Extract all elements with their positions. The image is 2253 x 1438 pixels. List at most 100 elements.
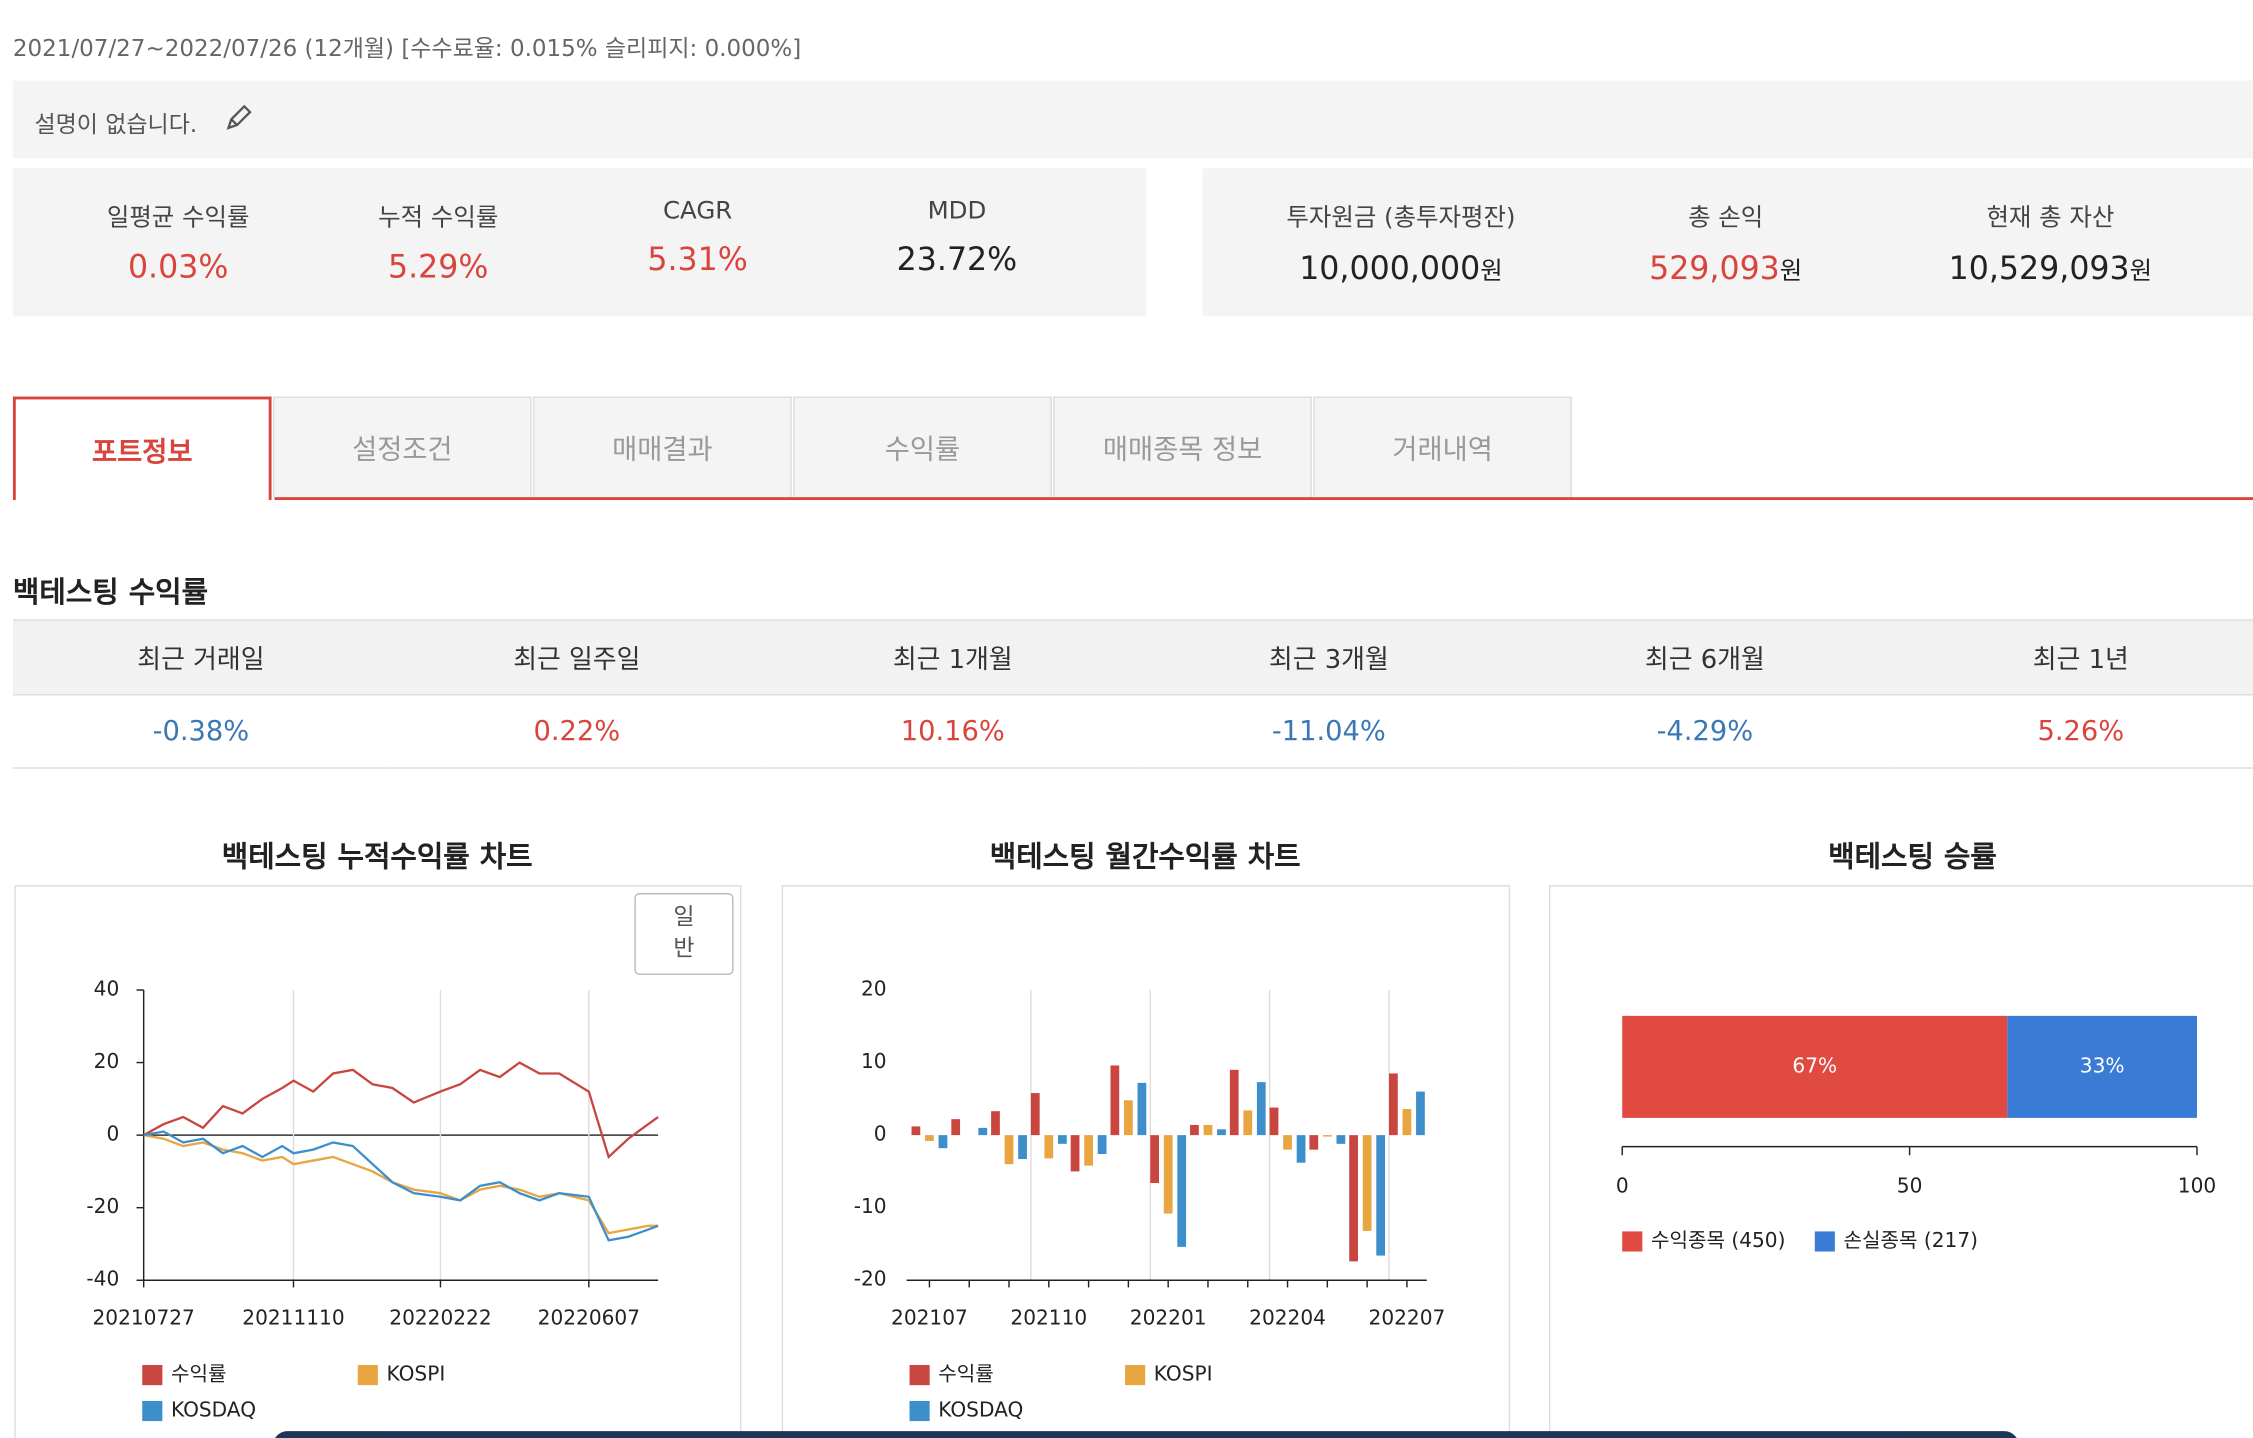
value-label: 33%: [2080, 1053, 2125, 1077]
legend-swatch: [1622, 1231, 1643, 1252]
metric-label: MDD: [927, 196, 987, 226]
tab[interactable]: 포트정보: [12, 396, 272, 501]
metric-value: 5.31%: [647, 242, 748, 279]
chart-title: 백테스팅 승률: [1828, 839, 1997, 874]
chart-title: 백테스팅 누적수익률 차트: [221, 839, 533, 874]
bar: [1229, 1069, 1239, 1136]
bar: [1018, 1135, 1027, 1160]
x-tick-label: 20220222: [389, 1306, 491, 1330]
legend-label: 손실종목 (217): [1844, 1228, 1978, 1252]
y-tick-label: -40: [86, 1267, 119, 1291]
legend-swatch: [909, 1365, 930, 1386]
y-tick-label: 20: [94, 1049, 120, 1073]
toggle-holder: 일반: [673, 902, 695, 962]
legend-label: KOSDAQ: [171, 1398, 256, 1422]
metric-value: 23.72%: [896, 242, 1018, 279]
description-bar: 설명이 없습니다.: [12, 80, 2253, 159]
bar: [1269, 1107, 1279, 1136]
asset-label: 총 손익: [1688, 204, 1764, 233]
asset-label: 투자원금 (총투자평잔): [1286, 204, 1516, 233]
column-header: 최근 거래일: [12, 619, 389, 696]
bar: [1217, 1129, 1226, 1136]
tab[interactable]: 거래내역: [1313, 396, 1572, 498]
series-line: [143, 1130, 659, 1242]
metric-value: 0.03%: [127, 250, 229, 286]
asset-value: 10,000,000: [1299, 251, 1481, 288]
bar: [1322, 1135, 1332, 1137]
bar: [1283, 1135, 1292, 1150]
bar-segment: [2007, 1015, 2197, 1118]
chart-panel: 67% 33% 0 50 100 수익종목 (450) 손실종목 (217): [1548, 885, 2253, 1438]
bar: [1243, 1110, 1253, 1136]
asset-unit: 원: [1480, 257, 1503, 286]
bar: [938, 1135, 948, 1149]
bar: [1070, 1135, 1080, 1172]
x-tick-label: 100: [2178, 1173, 2216, 1197]
asset-label: 현재 총 자산: [1986, 204, 2115, 233]
legend-swatch: [357, 1365, 378, 1386]
bar: [1177, 1135, 1187, 1247]
bar: [925, 1135, 934, 1141]
y-tick-label: 20: [861, 977, 887, 1001]
chart-panel: -40 -20 0 20 40 20210727 20211110 20220222 20220…: [14, 885, 742, 1438]
bar: [991, 1111, 1000, 1136]
description: 설명이 없습니다.: [34, 110, 198, 138]
series-line: [143, 1061, 659, 1160]
metric-label: 일평균 수익률: [106, 204, 250, 233]
toggle-button[interactable]: [634, 893, 734, 975]
metric-label: 누적 수익률: [378, 204, 499, 233]
return-value: 0.22%: [388, 694, 765, 769]
value-row: -0.38% 0.22% 10.16% -11.04% -4.29% 5.26%: [12, 694, 2253, 769]
return-value: -0.38%: [12, 694, 389, 769]
tab[interactable]: 수익률: [793, 396, 1052, 498]
bar: [1336, 1135, 1346, 1144]
edit-icon[interactable]: [223, 102, 255, 134]
bar: [1163, 1135, 1173, 1214]
bar: [951, 1119, 961, 1136]
x-tick-label: 20210727: [93, 1306, 195, 1330]
bar-segment: [1622, 1015, 2008, 1118]
x-tick-label: 202204: [1249, 1306, 1326, 1330]
legend-swatch: [909, 1400, 930, 1422]
tab-underline: [274, 497, 2253, 501]
toggle-label[interactable]: 일반: [673, 902, 695, 962]
tab[interactable]: 매매결과: [533, 396, 792, 498]
return-value: 10.16%: [764, 694, 1141, 769]
y-tick-label: 10: [861, 1049, 887, 1073]
legend-label: KOSPI: [1154, 1362, 1213, 1386]
value-label: 67%: [1792, 1053, 1837, 1077]
column-header: 최근 일주일: [388, 619, 765, 696]
y-tick-label: 40: [94, 977, 120, 1001]
asset-unit: 원: [2129, 257, 2153, 286]
bar: [978, 1127, 988, 1136]
returns-table: 최근 거래일 최근 일주일 최근 1개월 최근 3개월 최근 6개월 최근 1년 -0.38…: [12, 619, 2253, 769]
bar: [1057, 1135, 1067, 1144]
bar: [1203, 1124, 1213, 1136]
bar: [1030, 1093, 1040, 1136]
bar: [1190, 1124, 1199, 1136]
legend-label: 수익종목 (450): [1651, 1228, 1785, 1252]
legend-swatch: [1814, 1231, 1835, 1252]
x-tick-label: 202207: [1369, 1306, 1446, 1330]
column-header: 최근 6개월: [1516, 619, 1893, 696]
asset: 투자원금 (총투자평잔) 10,000,000원: [1239, 168, 1564, 316]
return-value: -4.29%: [1516, 694, 1893, 769]
bar: [1296, 1135, 1306, 1163]
metric-label: CAGR: [662, 196, 733, 226]
tab[interactable]: 설정조건: [273, 396, 532, 498]
x-tick-label: 50: [1897, 1173, 1923, 1197]
tab[interactable]: 매매종목 정보: [1053, 396, 1312, 498]
chart-title: 백테스팅 월간수익률 차트: [989, 839, 1301, 874]
y-tick-label: -20: [86, 1194, 119, 1218]
column-header: 최근 1년: [1892, 619, 2253, 696]
return-value: -11.04%: [1140, 694, 1517, 769]
bar: [1110, 1065, 1120, 1136]
x-tick-label: 202201: [1130, 1306, 1207, 1330]
metric: 일평균 수익률 0.03%: [13, 168, 343, 316]
bar: [1256, 1082, 1266, 1136]
bar: [1416, 1091, 1425, 1136]
bar: [1150, 1135, 1160, 1184]
legend-label: KOSDAQ: [938, 1398, 1023, 1422]
